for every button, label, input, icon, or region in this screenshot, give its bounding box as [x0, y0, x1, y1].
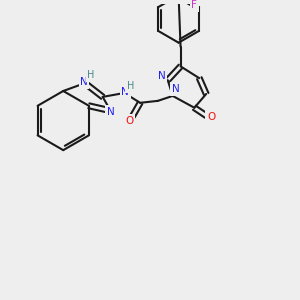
Text: O: O: [125, 116, 134, 126]
Text: O: O: [207, 112, 215, 122]
Text: N: N: [122, 87, 129, 97]
Text: N: N: [158, 71, 166, 81]
Text: N: N: [80, 77, 88, 87]
Text: N: N: [107, 107, 114, 117]
Text: F: F: [191, 0, 197, 10]
Text: N: N: [172, 84, 179, 94]
Text: H: H: [87, 70, 94, 80]
Text: H: H: [127, 81, 134, 91]
